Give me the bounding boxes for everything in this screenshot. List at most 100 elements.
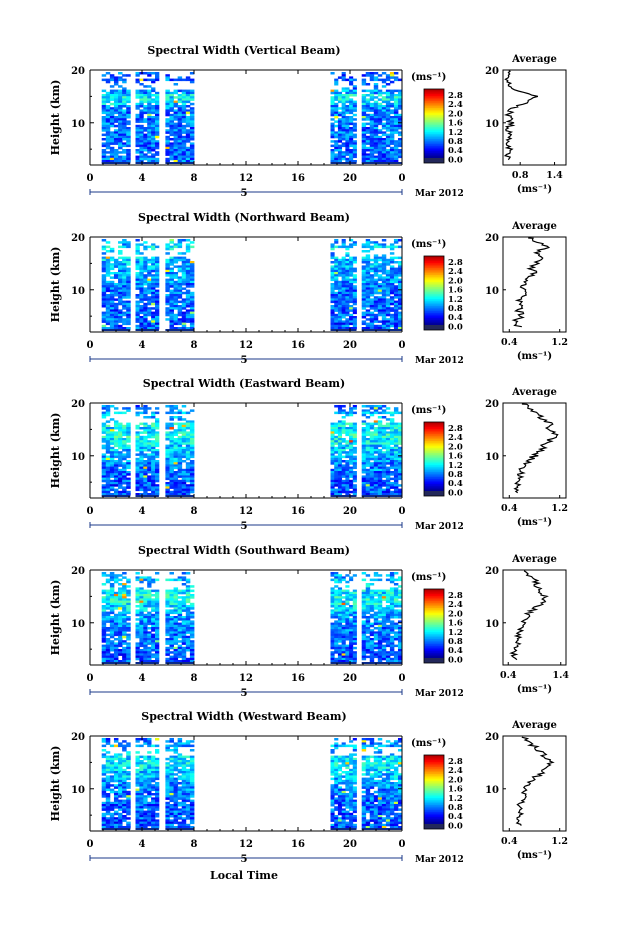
heatmap-cell [189, 102, 195, 106]
heatmap-cell [122, 424, 127, 428]
colorbar-tick-label: 0.4 [448, 146, 463, 156]
heatmap-cell [377, 291, 383, 295]
heatmap-cell [147, 245, 152, 249]
heatmap-cell [113, 660, 119, 663]
heatmap-cell [113, 298, 119, 301]
colorbar-segment [424, 484, 444, 487]
heatmap-cell [143, 135, 148, 139]
heatmap-cell [349, 142, 354, 145]
heatmap-cell [122, 291, 127, 295]
heatmap-cell [118, 296, 123, 299]
heatmap-cell [105, 580, 111, 584]
heatmap-cell [185, 438, 191, 441]
heatmap-cell [381, 307, 387, 310]
heatmap-cell [361, 127, 367, 130]
heatmap-cell [185, 289, 191, 293]
heatmap-cell [341, 490, 346, 494]
heatmap-cell [345, 446, 350, 450]
heatmap-cell [151, 475, 156, 478]
heatmap-cell [122, 120, 127, 123]
heatmap-cell [122, 100, 127, 104]
heatmap-cell [185, 263, 191, 266]
heatmap-cell [173, 146, 179, 150]
heatmap-cell [389, 574, 395, 577]
heatmap-cell [389, 76, 395, 79]
heatmap-cell [155, 438, 160, 441]
heatmap-cell [113, 624, 119, 628]
heatmap-cell [177, 155, 183, 159]
heatmap-cell [397, 151, 403, 154]
heatmap-cell [147, 493, 152, 496]
heatmap-cell [345, 311, 350, 315]
heatmap-cell [135, 477, 140, 481]
heatmap-cell [334, 302, 339, 306]
heatmap-cell [334, 322, 339, 326]
heatmap-cell [381, 466, 387, 470]
heatmap-cell [165, 594, 170, 597]
heatmap-cell [365, 411, 371, 415]
heatmap-cell [169, 407, 174, 410]
heatmap-cell [330, 135, 335, 139]
heatmap-cell [105, 283, 111, 286]
heatmap-cell [369, 76, 375, 79]
heatmap-cell [143, 155, 148, 159]
heatmap-cell [185, 457, 191, 461]
heatmap-cell [147, 302, 152, 306]
heatmap-cell [173, 618, 179, 621]
heatmap-cell [189, 624, 195, 628]
heatmap-cell [177, 129, 183, 132]
heatmap-cell [361, 420, 367, 423]
heatmap-cell [181, 307, 187, 310]
heatmap-cell [155, 296, 160, 299]
heatmap-cell [151, 89, 156, 93]
heatmap-cell [109, 605, 115, 608]
heatmap-cell [113, 274, 119, 277]
heatmap-cell [177, 589, 183, 593]
heatmap-cell [169, 283, 174, 286]
heatmap-cell [189, 120, 195, 123]
heatmap-cell [393, 285, 399, 288]
heatmap-cell [334, 488, 339, 492]
heatmap-cell [352, 280, 357, 284]
heatmap-cell [352, 276, 357, 279]
heatmap-cell [373, 477, 379, 481]
heatmap-cell [393, 278, 399, 282]
heatmap-cell [352, 274, 357, 277]
heatmap-cell [118, 616, 123, 619]
heatmap-cell [330, 300, 335, 304]
heatmap-cell [113, 468, 119, 472]
colorbar-segment [424, 449, 444, 452]
heatmap-cell [377, 89, 383, 93]
heatmap-cell [181, 149, 187, 152]
heatmap-cell [181, 635, 187, 639]
heatmap-cell [165, 611, 170, 615]
heatmap-cell [147, 449, 152, 452]
heatmap-cell [155, 100, 160, 104]
heatmap-cell [169, 640, 174, 643]
heatmap-cell [373, 102, 379, 106]
heatmap-cell [373, 427, 379, 430]
heatmap-cell [109, 479, 115, 483]
heatmap-cell [113, 102, 119, 106]
heatmap-cell [173, 446, 179, 450]
heatmap-cell [173, 144, 179, 148]
heatmap-cell [143, 591, 148, 595]
heatmap-cell [345, 616, 350, 619]
heatmap-cell [118, 76, 123, 79]
heatmap-cell [397, 272, 403, 275]
heatmap-cell [373, 486, 379, 489]
heatmap-cell [369, 98, 375, 101]
heatmap-cell [177, 252, 183, 255]
heatmap-cell [361, 140, 367, 143]
colorbar-tick-label: 1.6 [448, 119, 463, 129]
colorbar-tick-label: 2.0 [448, 442, 463, 452]
panels: Spectral Width (Vertical Beam)0 4 8 12 16 20 0… [49, 44, 569, 865]
heatmap-cell [118, 446, 123, 450]
heatmap-cell [189, 646, 195, 650]
heatmap-cell [151, 486, 156, 489]
heatmap-cell [139, 153, 144, 156]
date-label: Mar 2012 [415, 356, 464, 366]
heatmap-cell [381, 298, 387, 301]
heatmap-cell [143, 620, 148, 623]
heatmap-cell [105, 620, 111, 623]
